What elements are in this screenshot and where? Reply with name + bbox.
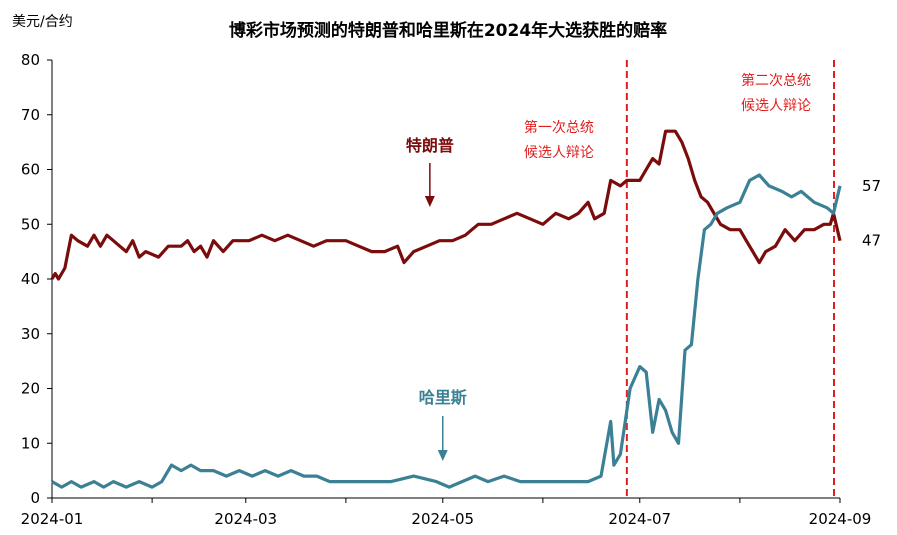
harris-arrow-head — [437, 450, 448, 461]
event-label-line2: 候选人辩论 — [741, 98, 811, 114]
y-tick-label: 50 — [21, 215, 40, 233]
y-tick-label: 20 — [21, 380, 40, 398]
y-tick-label: 80 — [21, 51, 40, 69]
unit-label: 美元/合约 — [12, 14, 73, 30]
harris-end-value: 57 — [862, 177, 881, 195]
x-axis: 2024-01 2024-03 2024-05 2024-07 2024-09 — [21, 497, 872, 528]
x-tick-label: 2024-01 — [21, 510, 84, 528]
trump-end-value: 47 — [862, 232, 881, 250]
y-tick-label: 10 — [21, 434, 40, 452]
chart-title: 博彩市场预测的特朗普和哈里斯在2024年大选获胜的赔率 — [229, 20, 667, 41]
y-tick-label: 0 — [30, 489, 40, 507]
series-label-trump: 特朗普 — [406, 136, 454, 155]
x-tick-label: 2024-07 — [608, 510, 671, 528]
x-tick-label: 2024-09 — [809, 510, 872, 528]
event-label-line2: 候选人辩论 — [524, 145, 594, 161]
harris-arrow-icon — [437, 416, 448, 461]
series-label-harris: 哈里斯 — [419, 388, 467, 407]
harris-line — [51, 173, 842, 489]
y-tick-label: 60 — [21, 161, 40, 179]
y-tick-label: 30 — [21, 325, 40, 343]
x-tick-label: 2024-05 — [411, 510, 474, 528]
y-tick-label: 40 — [21, 270, 40, 288]
x-tick-label: 2024-03 — [214, 510, 277, 528]
y-axis: 0 10 20 30 40 50 60 70 80 — [21, 51, 53, 507]
y-tick-label: 70 — [21, 106, 40, 124]
event-label-line1: 第一次总统 — [524, 119, 594, 136]
trump-arrow-head — [424, 196, 435, 207]
trump-line — [50, 129, 842, 281]
trump-arrow-icon — [424, 163, 435, 207]
event-label-line1: 第二次总统 — [741, 72, 811, 89]
series-lines — [50, 129, 842, 489]
